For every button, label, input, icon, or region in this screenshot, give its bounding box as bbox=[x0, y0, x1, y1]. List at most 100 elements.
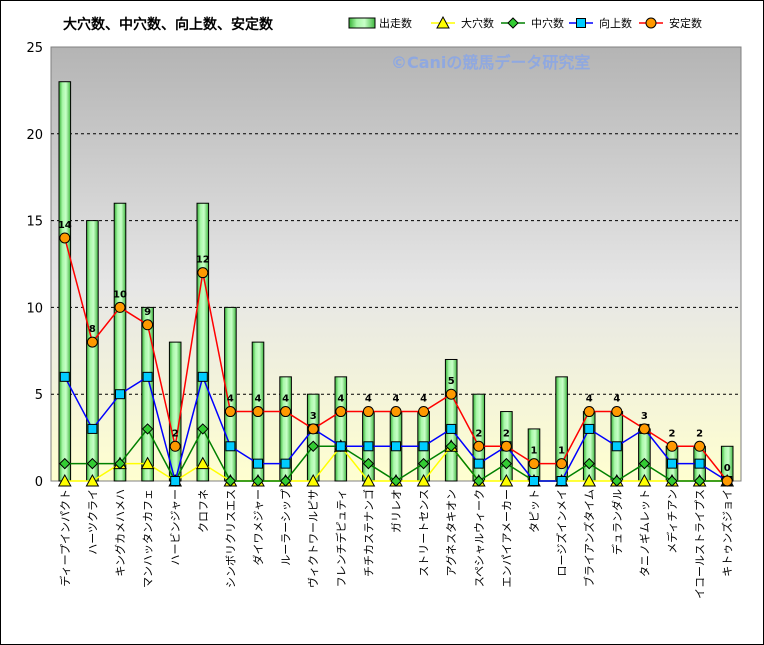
x-tick-label: ハーツクライ bbox=[86, 489, 99, 555]
point-marker bbox=[197, 371, 208, 382]
y-tick-label: 5 bbox=[35, 388, 43, 403]
point-marker bbox=[361, 473, 376, 487]
legend-label: 出走数 bbox=[379, 16, 412, 30]
point-marker bbox=[637, 473, 652, 487]
legend-label: 安定数 bbox=[669, 16, 702, 30]
point-marker bbox=[666, 440, 678, 452]
point-marker bbox=[611, 406, 623, 418]
point-marker bbox=[170, 476, 181, 486]
point-marker bbox=[252, 406, 264, 418]
x-tick-label: ヴィクトワールピサ bbox=[306, 489, 320, 588]
x-tick-label: ガリレオ bbox=[390, 489, 403, 533]
point-marker bbox=[86, 336, 98, 348]
point-marker bbox=[224, 406, 236, 418]
point-marker bbox=[307, 423, 319, 435]
point-marker bbox=[583, 457, 595, 470]
bar bbox=[306, 393, 320, 482]
point-marker bbox=[576, 18, 586, 28]
bar bbox=[334, 376, 348, 482]
x-tick-label: キトゥンズジョイ bbox=[720, 489, 734, 577]
data-label: 4 bbox=[393, 394, 400, 405]
point-marker bbox=[645, 17, 657, 29]
point-marker bbox=[253, 458, 263, 469]
x-axis-labels: ディープインパクト ハーツクライ キングカメハメハ マンハッタンカフェ ハービンジャー ク… bbox=[58, 489, 734, 599]
point-marker bbox=[436, 15, 450, 29]
point-marker bbox=[142, 371, 153, 382]
point-marker bbox=[252, 475, 264, 487]
point-marker bbox=[169, 440, 181, 452]
point-marker bbox=[280, 406, 292, 418]
point-marker bbox=[694, 458, 705, 469]
point-marker bbox=[390, 475, 402, 487]
point-marker bbox=[721, 475, 733, 487]
bar bbox=[113, 202, 127, 482]
x-tick-label: メディチアン bbox=[665, 489, 679, 554]
point-marker bbox=[416, 473, 431, 487]
point-marker bbox=[363, 441, 374, 452]
point-marker bbox=[693, 475, 706, 487]
x-tick-label: ストリートセンス bbox=[418, 489, 431, 577]
x-tick-label: チチカステナンゴ bbox=[361, 489, 375, 577]
point-marker bbox=[556, 458, 568, 470]
x-tick-label: ルーラーシップ bbox=[280, 489, 293, 566]
data-label: 5 bbox=[448, 376, 455, 387]
point-marker bbox=[473, 440, 485, 452]
point-marker bbox=[473, 458, 484, 469]
y-tick-label: 15 bbox=[26, 215, 43, 230]
point-marker bbox=[445, 440, 457, 452]
data-label: 2 bbox=[669, 428, 676, 439]
x-tick-label: クロフネ bbox=[197, 489, 210, 533]
point-marker bbox=[115, 389, 125, 400]
data-label: 4 bbox=[255, 394, 262, 405]
point-marker bbox=[611, 475, 623, 487]
point-marker bbox=[197, 267, 209, 279]
point-marker bbox=[583, 406, 595, 418]
data-label: 12 bbox=[196, 255, 210, 266]
point-marker bbox=[638, 457, 651, 470]
x-tick-label: スペシャルウィーク bbox=[473, 489, 486, 587]
point-marker bbox=[57, 473, 72, 487]
point-marker bbox=[225, 441, 236, 452]
point-marker bbox=[280, 458, 291, 469]
bar bbox=[582, 411, 596, 482]
point-marker bbox=[86, 457, 99, 470]
x-tick-label: フレンチデピュティ bbox=[334, 489, 348, 587]
point-marker bbox=[499, 473, 514, 487]
point-marker bbox=[507, 17, 519, 29]
x-tick-label: ディープインパクト bbox=[58, 489, 72, 587]
y-tick-label: 25 bbox=[26, 41, 43, 56]
point-marker bbox=[528, 458, 540, 470]
bar bbox=[444, 358, 458, 482]
point-marker bbox=[59, 371, 70, 382]
y-tick-label: 10 bbox=[26, 301, 43, 316]
point-marker bbox=[556, 476, 567, 486]
data-label: 4 bbox=[613, 394, 620, 405]
point-marker bbox=[473, 475, 485, 487]
point-marker bbox=[500, 457, 513, 470]
legend-label: 中穴数 bbox=[531, 16, 564, 30]
x-tick-label: キングカメハメハ bbox=[113, 489, 127, 577]
x-tick-label: マンハッタンカフェ bbox=[142, 489, 155, 588]
x-tick-label: ブライアンズタイム bbox=[582, 489, 596, 587]
chart-title: 大穴数、中穴数、向上数、安定数 bbox=[63, 16, 274, 33]
y-tick-label: 20 bbox=[26, 128, 43, 143]
point-marker bbox=[279, 475, 292, 487]
point-marker bbox=[114, 457, 126, 470]
point-marker bbox=[417, 457, 430, 470]
point-marker bbox=[582, 473, 597, 487]
x-tick-label: シンボリクリスエス bbox=[224, 489, 237, 588]
data-label: 2 bbox=[503, 428, 510, 439]
x-tick-label: ハービンジャー bbox=[169, 489, 182, 565]
point-marker bbox=[362, 457, 375, 470]
data-label: 8 bbox=[89, 324, 96, 335]
data-label: 10 bbox=[113, 289, 127, 300]
data-label: 4 bbox=[282, 394, 289, 405]
point-marker bbox=[390, 406, 402, 418]
data-label: 2 bbox=[172, 428, 179, 439]
point-marker bbox=[638, 423, 650, 435]
point-marker bbox=[611, 441, 622, 452]
point-marker bbox=[529, 476, 539, 486]
point-marker bbox=[666, 475, 678, 487]
point-marker bbox=[307, 440, 319, 452]
